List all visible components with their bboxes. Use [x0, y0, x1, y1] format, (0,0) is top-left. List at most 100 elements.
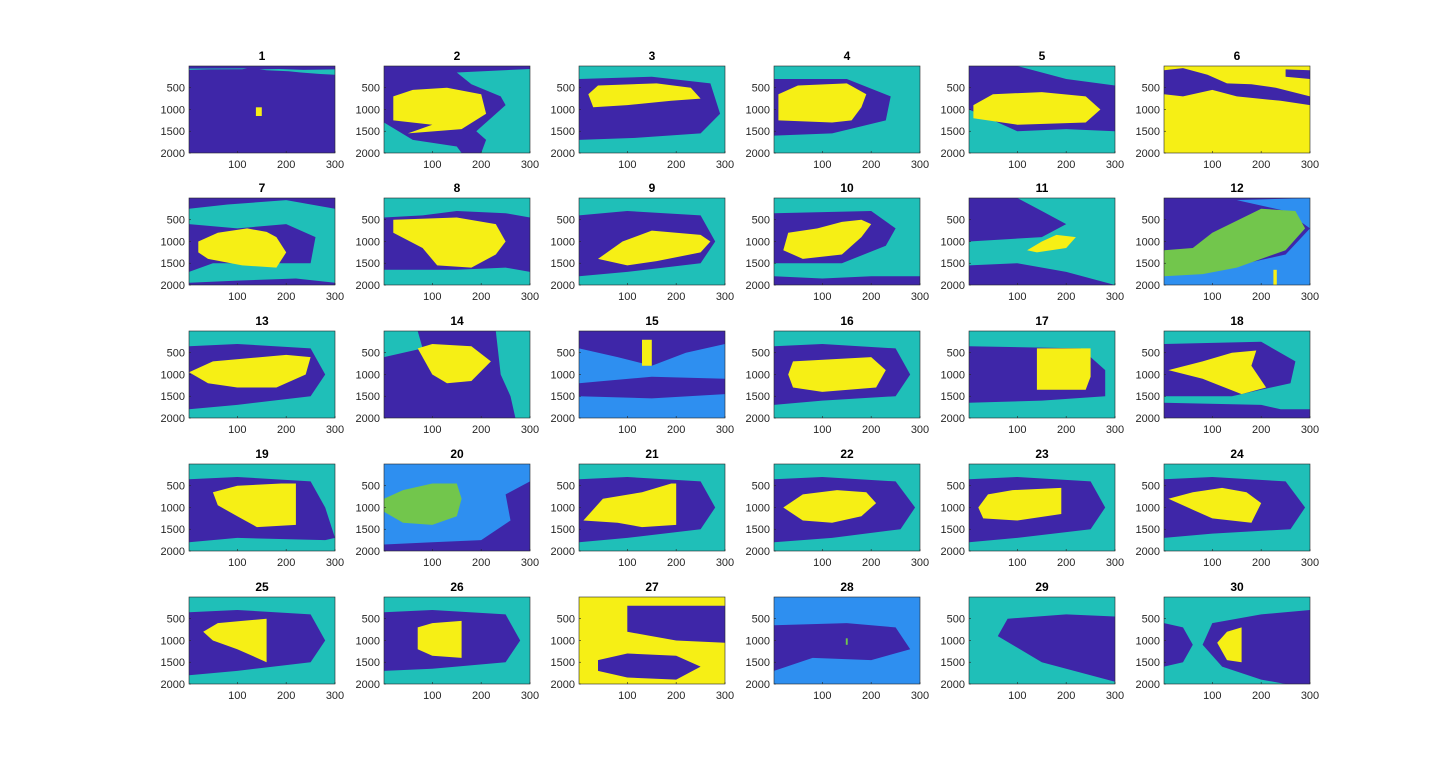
x-tick-label: 200 — [667, 424, 685, 436]
y-tick-label: 1500 — [1136, 657, 1160, 669]
segmentation-region — [189, 200, 335, 283]
y-tick-label: 500 — [167, 348, 185, 360]
x-tick-label: 200 — [862, 159, 880, 171]
segmentation-region — [384, 198, 530, 218]
x-tick-label: 100 — [618, 690, 636, 702]
segmentation-region — [384, 331, 423, 358]
x-tick-label: 300 — [911, 159, 929, 171]
subplot-title: 9 — [649, 181, 656, 195]
x-tick-label: 300 — [326, 159, 344, 171]
x-tick-label: 100 — [1008, 291, 1026, 303]
subplot-18: 18 100 200 300 500 1000 1500 2000 — [1136, 314, 1320, 436]
subplot-title: 28 — [840, 580, 854, 594]
subplot-title: 26 — [450, 580, 464, 594]
subplot-5: 5 100 200 300 500 1000 1500 2000 — [941, 49, 1125, 171]
segmentation-region — [495, 331, 530, 418]
x-tick-label: 200 — [862, 291, 880, 303]
y-tick-label: 1500 — [941, 126, 965, 138]
x-tick-label: 100 — [813, 690, 831, 702]
x-tick-label: 100 — [1008, 690, 1026, 702]
segmentation-region — [774, 464, 920, 551]
x-tick-label: 200 — [1252, 159, 1270, 171]
y-tick-label: 1000 — [356, 369, 380, 381]
y-tick-label: 500 — [557, 614, 575, 626]
x-tick-label: 300 — [1106, 690, 1124, 702]
x-tick-label: 300 — [716, 424, 734, 436]
y-tick-label: 2000 — [746, 679, 770, 691]
segmentation-region — [198, 228, 287, 268]
y-tick-label: 2000 — [161, 413, 185, 425]
segmentation-region — [1036, 348, 1091, 390]
y-tick-label: 1500 — [356, 126, 380, 138]
subplot-title: 8 — [454, 181, 461, 195]
subplot-13: 13 100 200 300 500 1000 1500 2000 — [161, 314, 345, 436]
x-tick-label: 200 — [667, 159, 685, 171]
x-tick-label: 200 — [277, 557, 295, 569]
segmentation-region — [189, 354, 311, 388]
y-tick-label: 2000 — [1136, 679, 1160, 691]
segmentation-region — [1164, 623, 1193, 667]
y-tick-label: 2000 — [356, 280, 380, 292]
y-tick-label: 2000 — [941, 546, 965, 558]
subplot-10: 10 100 200 300 500 1000 1500 2000 — [746, 181, 930, 303]
subplot-8: 8 100 200 300 500 1000 1500 2000 — [356, 181, 540, 303]
y-tick-label: 500 — [557, 215, 575, 227]
x-tick-label: 200 — [862, 557, 880, 569]
segmentation-region — [969, 597, 1115, 684]
segmentation-region — [384, 483, 462, 525]
y-tick-label: 1500 — [551, 391, 575, 403]
y-tick-label: 1000 — [161, 236, 185, 248]
segmentation-region — [778, 83, 867, 123]
subplot-7: 7 100 200 300 500 1000 1500 2000 — [161, 181, 345, 303]
segmentation-region — [189, 68, 248, 70]
y-tick-label: 500 — [947, 614, 965, 626]
y-tick-label: 2000 — [746, 280, 770, 292]
y-tick-label: 1500 — [746, 524, 770, 536]
x-tick-label: 300 — [716, 690, 734, 702]
y-tick-label: 500 — [947, 83, 965, 95]
segmentation-region — [393, 87, 487, 134]
x-tick-label: 300 — [1106, 424, 1124, 436]
y-tick-label: 1000 — [1136, 104, 1160, 116]
subplot-title: 23 — [1035, 447, 1049, 461]
x-tick-label: 100 — [1008, 424, 1026, 436]
segmentation-region — [783, 219, 872, 259]
x-tick-label: 300 — [521, 690, 539, 702]
segmentation-region — [973, 92, 1101, 125]
segmentation-region — [456, 69, 530, 153]
subplot-title: 22 — [840, 447, 854, 461]
y-tick-label: 2000 — [746, 546, 770, 558]
x-tick-label: 100 — [618, 424, 636, 436]
y-tick-label: 500 — [752, 83, 770, 95]
x-tick-label: 100 — [423, 159, 441, 171]
y-tick-label: 1000 — [161, 104, 185, 116]
y-tick-label: 1000 — [551, 104, 575, 116]
y-tick-label: 1500 — [1136, 126, 1160, 138]
segmentation-region — [1273, 269, 1277, 285]
subplot-title: 27 — [645, 580, 659, 594]
subplot-22: 22 100 200 300 500 1000 1500 2000 — [746, 447, 930, 569]
subplot-19: 19 100 200 300 500 1000 1500 2000 — [161, 447, 345, 569]
x-tick-label: 200 — [1057, 424, 1075, 436]
subplot-title: 25 — [255, 580, 269, 594]
y-tick-label: 2000 — [1136, 413, 1160, 425]
subplot-15: 15 100 200 300 500 1000 1500 2000 — [551, 314, 735, 436]
y-tick-label: 1000 — [551, 369, 575, 381]
subplot-9: 9 100 200 300 500 1000 1500 2000 — [551, 181, 735, 303]
segmentation-region — [627, 605, 725, 643]
y-tick-label: 2000 — [551, 679, 575, 691]
subplot-title: 29 — [1035, 580, 1049, 594]
y-tick-label: 2000 — [161, 280, 185, 292]
y-tick-label: 500 — [1142, 83, 1160, 95]
y-tick-label: 500 — [557, 481, 575, 493]
y-tick-label: 1500 — [941, 524, 965, 536]
segmentation-region — [1285, 69, 1310, 79]
y-tick-label: 1000 — [356, 502, 380, 514]
x-tick-label: 100 — [423, 690, 441, 702]
y-tick-label: 1500 — [161, 524, 185, 536]
segmentation-region — [1217, 627, 1242, 663]
subplot-title: 12 — [1230, 181, 1244, 195]
y-tick-label: 1500 — [941, 657, 965, 669]
subplot-title: 16 — [840, 314, 854, 328]
x-tick-label: 100 — [1203, 690, 1221, 702]
